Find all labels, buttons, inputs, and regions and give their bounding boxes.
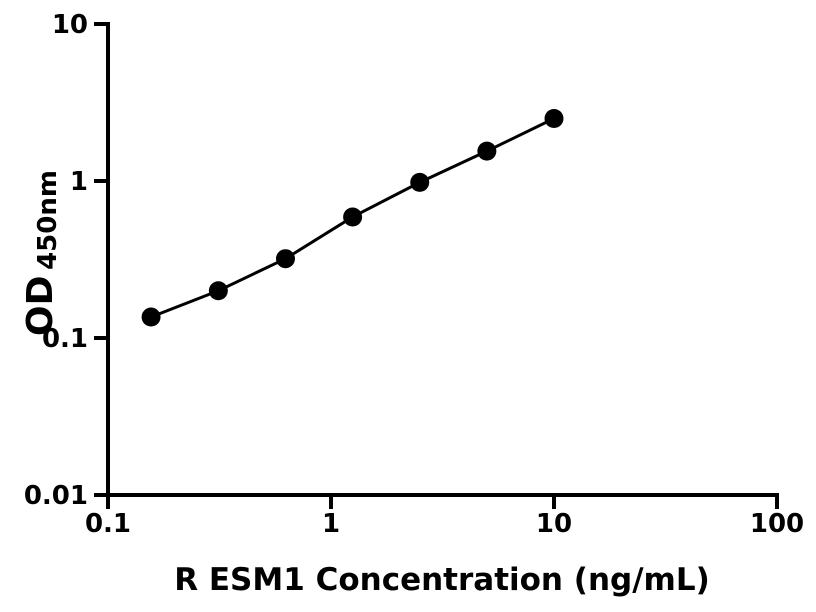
x-tick-label: 10 — [536, 509, 572, 539]
y-tick-label: 0.1 — [42, 324, 88, 354]
x-tick-label: 1 — [322, 509, 340, 539]
data-point — [477, 141, 497, 161]
axis-spine — [106, 22, 779, 497]
data-point — [343, 207, 363, 227]
y-axis-title: OD 450nm — [20, 170, 63, 336]
data-point — [544, 109, 564, 129]
y-axis-title-main: OD — [20, 276, 61, 337]
data-point — [141, 307, 161, 327]
y-tick-label: 1 — [70, 167, 88, 197]
data-point — [208, 281, 228, 301]
x-tick-label: 100 — [750, 509, 804, 539]
y-tick-label: 0.01 — [24, 481, 88, 511]
data-point — [410, 172, 430, 192]
x-tick-label: 0.1 — [85, 509, 131, 539]
x-axis-title: R ESM1 Concentration (ng/mL) — [174, 562, 710, 598]
data-layer — [141, 109, 564, 327]
y-tick-label: 10 — [52, 10, 88, 40]
data-point — [275, 249, 295, 269]
y-axis-title-subscript: 450nm — [33, 170, 63, 270]
